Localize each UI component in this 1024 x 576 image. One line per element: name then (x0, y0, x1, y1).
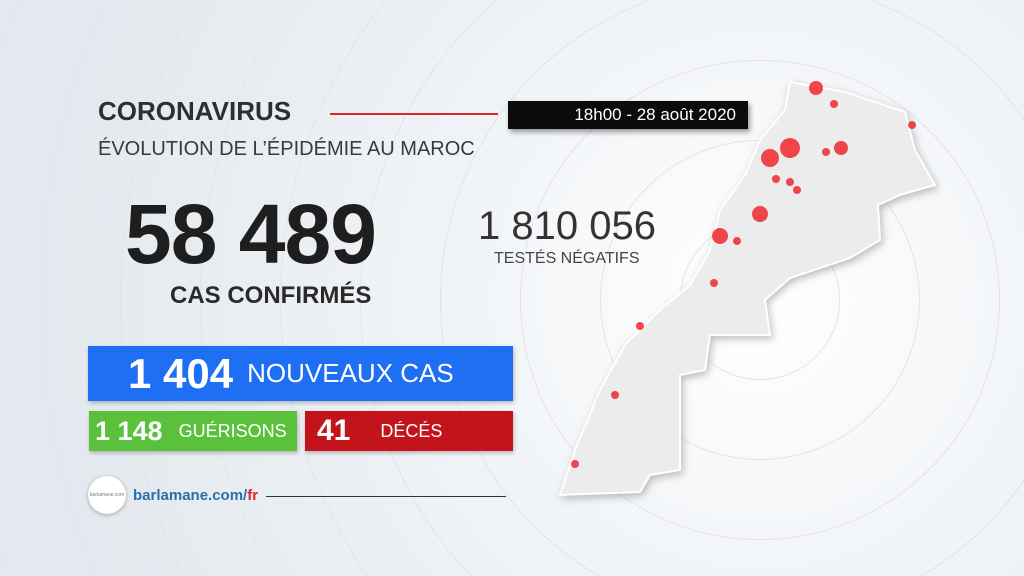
case-dot (780, 138, 800, 158)
case-dot (793, 186, 801, 194)
new-cases-label: NOUVEAUX CAS (247, 358, 454, 388)
case-dot (809, 81, 823, 95)
site-suffix: fr (247, 487, 259, 504)
new-cases-box: 1 404 NOUVEAUX CAS (88, 346, 513, 401)
case-dots (571, 81, 916, 468)
case-dot (761, 149, 779, 167)
page-title: CORONAVIRUS (98, 96, 292, 126)
case-dot (834, 141, 848, 155)
recovered-count: 1 148 (95, 415, 163, 446)
recovered-label: GUÉRISONS (178, 420, 287, 441)
case-dot (571, 460, 579, 468)
case-dot (712, 228, 728, 244)
case-dot (786, 178, 794, 186)
barlamane-logo[interactable]: barlamane.com (88, 476, 126, 514)
case-dot (611, 391, 619, 399)
date-badge: 18h00 - 28 août 2020 (508, 101, 748, 129)
case-dot (733, 237, 741, 245)
tested-count: 1 810 056 (478, 204, 656, 248)
site-domain: barlamane.com/ (133, 487, 248, 504)
deaths-box: 41 DÉCÉS (305, 411, 513, 451)
confirmed-label: CAS CONFIRMÉS (170, 282, 372, 309)
case-dot (772, 175, 780, 183)
case-dot (636, 322, 644, 330)
tested-label: TESTÉS NÉGATIFS (494, 250, 640, 267)
subtitle: ÉVOLUTION DE L’ÉPIDÉMIE AU MAROC (98, 138, 475, 160)
footer-divider (266, 496, 506, 497)
case-dot (822, 148, 830, 156)
case-dot (830, 100, 838, 108)
case-dot (752, 206, 768, 222)
logo-text: barlamane.com (89, 492, 125, 498)
title-divider (330, 113, 498, 115)
recovered-box: 1 148 GUÉRISONS (89, 411, 297, 451)
site-link[interactable]: barlamane.com/fr (133, 487, 258, 504)
new-cases-count: 1 404 (128, 349, 234, 397)
case-dot (908, 121, 916, 129)
map-shape (558, 80, 937, 497)
confirmed-count: 58 489 (125, 187, 377, 281)
deaths-count: 41 (317, 414, 351, 447)
case-dot (710, 279, 718, 287)
deaths-label: DÉCÉS (380, 420, 443, 441)
